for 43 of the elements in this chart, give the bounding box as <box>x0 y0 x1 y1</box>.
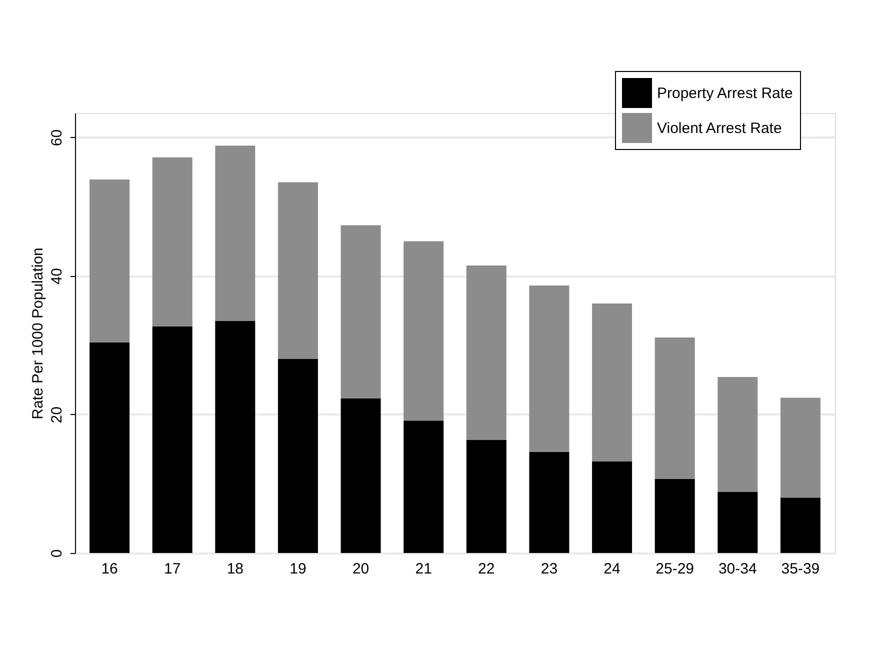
x-tick-label: 18 <box>226 560 244 578</box>
x-tick-label: 22 <box>478 560 495 578</box>
bar <box>152 326 192 553</box>
x-tick-label: 30-34 <box>718 560 757 578</box>
x-tick-label: 24 <box>604 560 620 578</box>
bar <box>718 492 758 553</box>
bar <box>654 478 695 553</box>
bar <box>718 377 758 492</box>
bar <box>780 498 820 553</box>
y-tick-label: 0 <box>48 549 66 558</box>
bar <box>466 265 506 440</box>
x-tick-label: 17 <box>164 560 181 578</box>
x-tick-label: 35-39 <box>781 560 820 578</box>
bar <box>340 398 381 553</box>
bar <box>529 452 570 553</box>
bar <box>215 146 256 321</box>
y-tick-label: 20 <box>48 406 66 424</box>
bar <box>592 304 632 462</box>
bar <box>466 440 506 553</box>
x-tick-label: 19 <box>290 560 306 578</box>
legend-label: Property Arrest Rate <box>657 85 793 102</box>
legend-label: Violent Arrest Rate <box>657 120 782 137</box>
y-axis-title: Rate Per 1000 Population <box>30 248 46 420</box>
bar <box>780 398 820 498</box>
x-tick-label: 21 <box>415 560 432 578</box>
x-tick-label: 20 <box>352 560 370 578</box>
x-tick-label: 16 <box>101 560 118 578</box>
bar <box>404 241 444 421</box>
x-tick-label: 25-29 <box>656 560 694 578</box>
bar <box>90 180 130 342</box>
bar <box>278 358 318 553</box>
bar <box>278 182 318 359</box>
bar <box>215 320 256 553</box>
bar <box>654 338 695 479</box>
bar <box>152 157 192 326</box>
x-tick-label: 23 <box>540 560 558 578</box>
bar <box>90 342 130 553</box>
y-tick-label: 60 <box>48 129 66 146</box>
bar <box>340 225 381 398</box>
bar <box>592 462 632 553</box>
y-tick-label: 40 <box>48 268 66 285</box>
bar <box>404 420 444 553</box>
bar <box>529 286 570 452</box>
